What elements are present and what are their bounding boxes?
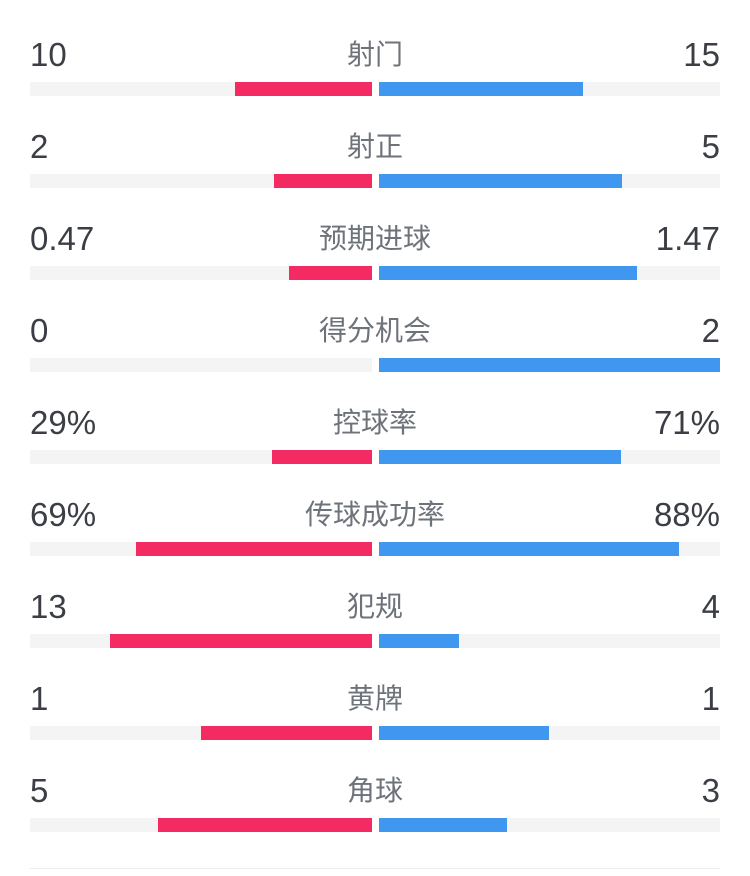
away-bar-track: [378, 542, 720, 556]
stat-bar: [0, 542, 750, 556]
away-value: 1.47: [655, 220, 720, 257]
away-bar-fill: [378, 726, 550, 740]
stat-label: 角球: [346, 775, 404, 806]
stat-row: 69% 传球成功率 88%: [0, 496, 750, 592]
stat-header: 0 得分机会 2: [0, 312, 750, 349]
stat-bar: [0, 82, 750, 96]
stat-bar: [0, 358, 750, 372]
stat-bar: [0, 450, 750, 464]
away-bar-track: [378, 818, 720, 832]
stat-header: 10 射门 15: [0, 36, 750, 73]
away-bar-track: [378, 634, 720, 648]
home-value: 1: [30, 680, 49, 717]
stat-label: 犯规: [346, 591, 404, 622]
stat-bar: [0, 818, 750, 832]
home-bar-fill: [273, 174, 372, 188]
stat-row: 0.47 预期进球 1.47: [0, 220, 750, 316]
stat-header: 1 黄牌 1: [0, 680, 750, 717]
away-bar-fill: [378, 358, 720, 372]
stat-label: 控球率: [332, 407, 418, 438]
away-value: 1: [701, 680, 720, 717]
stat-header: 29% 控球率 71%: [0, 404, 750, 441]
home-value: 10: [30, 36, 67, 73]
stat-rows: 10 射门 15 2 射正 5 0.47 预期进球 1.47 0 得分机会 2 29% 控球率 71% 69%…: [0, 36, 750, 868]
stat-header: 13 犯规 4: [0, 588, 750, 625]
stat-label: 传球成功率: [304, 499, 446, 530]
home-value: 0.47: [30, 220, 95, 257]
away-value: 3: [701, 772, 720, 809]
away-bar-track: [378, 174, 720, 188]
stat-header: 0.47 预期进球 1.47: [0, 220, 750, 257]
home-bar-fill: [110, 634, 372, 648]
home-bar-track: [30, 726, 372, 740]
home-value: 2: [30, 128, 49, 165]
stat-header: 69% 传球成功率 88%: [0, 496, 750, 533]
stat-label: 得分机会: [318, 315, 432, 346]
stat-label: 预期进球: [318, 223, 432, 254]
away-value: 4: [701, 588, 720, 625]
home-bar-track: [30, 818, 372, 832]
home-bar-track: [30, 358, 372, 372]
home-bar-track: [30, 634, 372, 648]
away-bar-fill: [378, 266, 638, 280]
stat-bar: [0, 634, 750, 648]
stat-label: 射正: [346, 131, 404, 162]
home-bar-track: [30, 542, 372, 556]
stat-row: 29% 控球率 71%: [0, 404, 750, 500]
away-bar-track: [378, 82, 720, 96]
away-bar-track: [378, 726, 720, 740]
home-bar-fill: [272, 450, 372, 464]
away-bar-fill: [378, 450, 621, 464]
away-bar-fill: [378, 818, 507, 832]
away-bar-fill: [378, 634, 459, 648]
stat-bar: [0, 726, 750, 740]
stat-row: 10 射门 15: [0, 36, 750, 132]
away-value: 2: [701, 312, 720, 349]
away-bar-track: [378, 450, 720, 464]
home-bar-fill: [158, 818, 372, 832]
home-bar-track: [30, 266, 372, 280]
home-bar-track: [30, 174, 372, 188]
home-bar-fill: [135, 542, 372, 556]
stat-header: 5 角球 3: [0, 772, 750, 809]
home-bar-fill: [288, 266, 372, 280]
away-bar-fill: [378, 542, 680, 556]
home-value: 69%: [30, 496, 97, 533]
home-bar-track: [30, 82, 372, 96]
home-bar-track: [30, 450, 372, 464]
stat-row: 13 犯规 4: [0, 588, 750, 684]
home-value: 5: [30, 772, 49, 809]
home-value: 13: [30, 588, 67, 625]
stat-bar: [0, 174, 750, 188]
away-value: 15: [683, 36, 720, 73]
away-bar-track: [378, 358, 720, 372]
away-value: 5: [701, 128, 720, 165]
away-bar-fill: [378, 82, 584, 96]
stat-row: 5 角球 3: [0, 772, 750, 868]
bottom-divider: [30, 868, 720, 869]
home-bar-fill: [234, 82, 372, 96]
home-value: 0: [30, 312, 49, 349]
home-bar-fill: [200, 726, 372, 740]
stat-row: 2 射正 5: [0, 128, 750, 224]
home-value: 29%: [30, 404, 97, 441]
away-bar-fill: [378, 174, 623, 188]
stat-label: 黄牌: [346, 683, 404, 714]
away-bar-track: [378, 266, 720, 280]
away-value: 88%: [653, 496, 720, 533]
away-value: 71%: [653, 404, 720, 441]
stat-bar: [0, 266, 750, 280]
stat-header: 2 射正 5: [0, 128, 750, 165]
stat-label: 射门: [346, 39, 404, 70]
stat-row: 0 得分机会 2: [0, 312, 750, 408]
stat-row: 1 黄牌 1: [0, 680, 750, 776]
